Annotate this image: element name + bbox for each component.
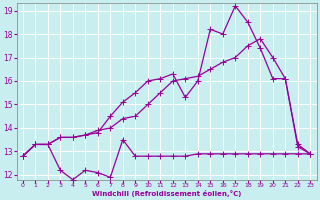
X-axis label: Windchill (Refroidissement éolien,°C): Windchill (Refroidissement éolien,°C)	[92, 190, 241, 197]
